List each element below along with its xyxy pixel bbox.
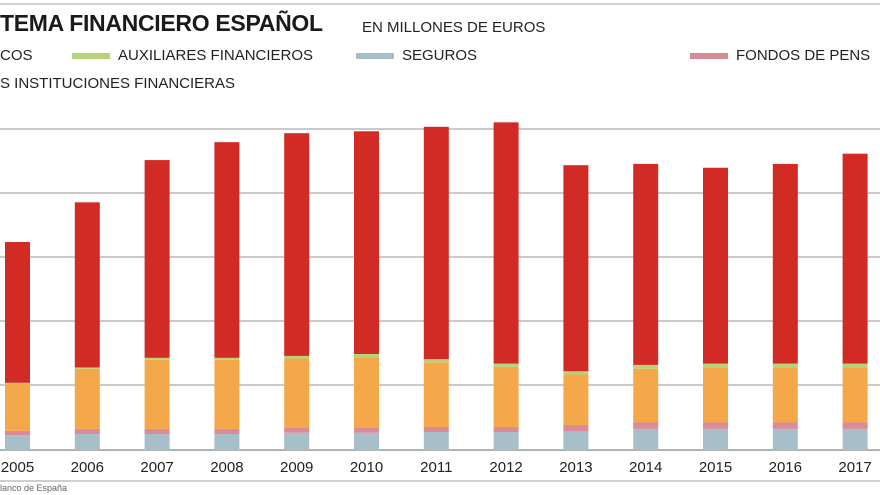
bar-segment-2016-1 <box>772 422 798 429</box>
bar-segment-2015-0 <box>703 428 728 450</box>
bar-segment-2013-4 <box>563 165 589 372</box>
bar-segment-2013-0 <box>563 431 589 450</box>
top-rule <box>0 3 880 5</box>
bar-segment-2016-0 <box>772 428 798 450</box>
bar-segment-2017-0 <box>842 428 868 450</box>
bar-segment-2008-1 <box>214 428 240 434</box>
bar-segment-2014-2 <box>633 368 659 423</box>
bar-segment-2013-3 <box>563 371 589 375</box>
x-tick-label: 2016 <box>769 459 802 476</box>
x-tick-label: 2009 <box>280 459 313 476</box>
bar-segment-2005-0 <box>5 435 30 450</box>
bar-segment-2009-2 <box>284 358 310 428</box>
bar-segment-2017-1 <box>842 422 868 429</box>
x-tick-label: 2014 <box>629 459 662 476</box>
bar-segment-2010-3 <box>354 354 379 358</box>
bar-segment-2010-2 <box>354 357 379 428</box>
bar-segment-2005-3 <box>5 382 30 385</box>
bar-segment-2011-0 <box>423 432 449 450</box>
bar-segment-2008-3 <box>214 357 240 360</box>
chart-title: TEMA FINANCIERO ESPAÑOL <box>0 10 323 36</box>
bar-segment-2011-4 <box>423 126 449 360</box>
bar-segment-2006-2 <box>74 368 100 429</box>
bar-segment-2013-1 <box>563 425 589 432</box>
x-tick-label: 2005 <box>1 459 34 476</box>
x-tick-label: 2011 <box>420 459 452 476</box>
bar-segment-2012-4 <box>493 122 519 364</box>
legend-swatch <box>690 52 728 59</box>
legend-item-auxiliares: AUXILIARES FINANCIEROS <box>72 47 313 64</box>
bar-segment-2009-1 <box>284 427 310 433</box>
bar-segment-2016-2 <box>772 367 798 423</box>
x-tick-label: 2007 <box>140 459 173 476</box>
legend-item-bancos: COS <box>0 47 33 64</box>
legend-label: FONDOS DE PENS <box>736 47 871 64</box>
bar-segment-2008-0 <box>214 434 240 450</box>
bar-segment-2007-4 <box>144 160 170 358</box>
bar-segment-2015-1 <box>703 422 728 429</box>
bar-segment-2011-1 <box>423 426 449 433</box>
legend-label: S INSTITUCIONES FINANCIERAS <box>0 75 236 92</box>
bar-segment-2017-2 <box>842 367 868 423</box>
bar-segment-2009-4 <box>284 133 310 356</box>
bar-segment-2015-4 <box>703 167 728 364</box>
bar-segment-2006-1 <box>74 428 100 434</box>
bar-segment-2010-0 <box>354 432 379 450</box>
x-tick-label: 2013 <box>559 459 592 476</box>
legend-swatch <box>72 52 110 59</box>
bar-segment-2011-3 <box>423 359 449 363</box>
x-axis-labels: 2005 2006 2007 2008 2009 2010 2011 2012 2013 2014… <box>1 459 872 476</box>
source-note: lanco de España <box>0 483 68 493</box>
bar-segment-2016-4 <box>772 163 798 364</box>
bar-segment-2015-3 <box>703 363 728 368</box>
x-tick-label: 2010 <box>350 459 383 476</box>
chart-subtitle: EN MILLONES DE EUROS <box>362 19 546 36</box>
x-tick-label: 2017 <box>838 459 871 476</box>
bar-segment-2014-4 <box>633 163 659 365</box>
bar-segment-2005-2 <box>5 384 30 431</box>
bar-segment-2006-0 <box>74 434 100 450</box>
bar-segment-2014-0 <box>633 428 659 450</box>
bar-segment-2012-2 <box>493 366 519 427</box>
bar-segment-2017-3 <box>842 363 868 368</box>
legend-item-otras: S INSTITUCIONES FINANCIERAS <box>0 75 235 92</box>
bar-segment-2010-1 <box>354 427 379 433</box>
bar-segment-2011-2 <box>423 362 449 427</box>
bar-segment-2008-4 <box>214 142 240 358</box>
bars <box>5 122 868 450</box>
bar-segment-2012-0 <box>493 432 519 450</box>
bar-segment-2014-3 <box>633 364 659 369</box>
bar-segment-2006-4 <box>74 202 100 368</box>
bar-segment-2005-1 <box>5 430 30 436</box>
legend-item-fondos: FONDOS DE PENS <box>690 47 870 64</box>
bar-segment-2007-1 <box>144 428 170 434</box>
bar-segment-2005-4 <box>5 242 30 383</box>
bar-segment-2009-0 <box>284 432 310 450</box>
bar-segment-2017-4 <box>842 153 868 364</box>
bar-segment-2012-3 <box>493 363 519 367</box>
legend-item-seguros: SEGUROS <box>356 47 477 64</box>
bar-segment-2016-3 <box>772 363 798 368</box>
legend-label: COS <box>0 47 33 64</box>
bar-segment-2006-3 <box>74 367 100 369</box>
legend-label: SEGUROS <box>402 47 478 64</box>
bar-segment-2007-3 <box>144 357 170 360</box>
x-tick-label: 2012 <box>489 459 522 476</box>
bar-segment-2013-2 <box>563 374 589 426</box>
bar-segment-2010-4 <box>354 131 379 354</box>
bar-segment-2007-2 <box>144 359 170 429</box>
bar-segment-2012-1 <box>493 426 519 433</box>
bar-segment-2007-0 <box>144 434 170 450</box>
bar-segment-2009-3 <box>284 355 310 359</box>
bottom-rule <box>0 480 880 482</box>
bar-segment-2015-2 <box>703 367 728 423</box>
bar-segment-2014-1 <box>633 422 659 429</box>
x-tick-label: 2008 <box>210 459 243 476</box>
bar-segment-2008-2 <box>214 359 240 429</box>
legend-swatch <box>356 52 394 59</box>
x-tick-label: 2006 <box>71 459 104 476</box>
legend-label: AUXILIARES FINANCIEROS <box>118 47 314 64</box>
x-tick-label: 2015 <box>699 459 732 476</box>
